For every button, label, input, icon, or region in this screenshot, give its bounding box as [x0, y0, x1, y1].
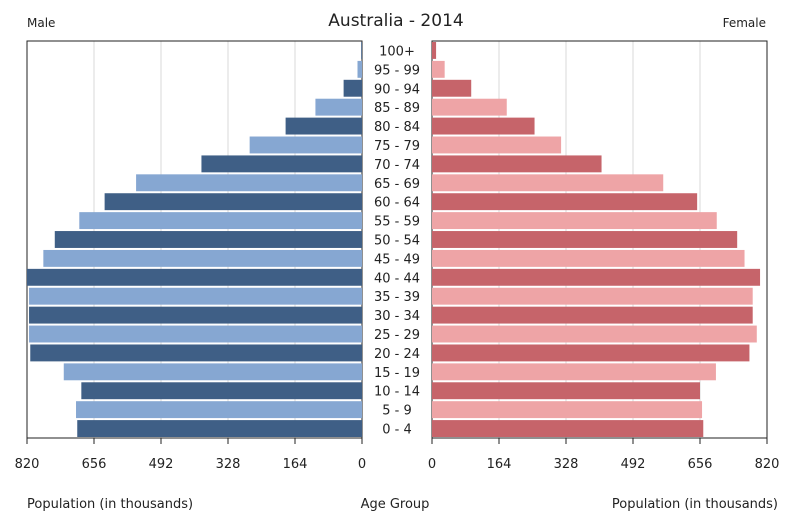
male-bar-7 — [29, 287, 362, 305]
age-group-label-6: 30 - 34 — [374, 309, 420, 324]
male-bar-0 — [77, 420, 362, 437]
male-bar-17 — [315, 98, 362, 116]
female-bar-18 — [432, 79, 472, 97]
age-group-label-15: 75 - 79 — [374, 139, 420, 154]
age-group-label-19: 95 - 99 — [374, 63, 420, 78]
male-bar-9 — [43, 249, 363, 267]
age-group-label-3: 15 - 19 — [374, 366, 420, 381]
x-axis-label-right: Population (in thousands) — [612, 497, 778, 512]
age-group-label-1: 5 - 9 — [382, 404, 412, 419]
age-group-label-18: 90 - 94 — [374, 82, 420, 97]
female-bar-15 — [432, 136, 562, 154]
age-group-labels: 0 - 4 5 - 9 10 - 14 15 - 19 20 - 24 25 - 29 30… — [374, 44, 420, 437]
right-axis-ticks: 0 164 328 492 656 820 — [428, 438, 780, 472]
age-group-label-12: 60 - 64 — [374, 196, 420, 211]
age-group-label-2: 10 - 14 — [374, 385, 420, 400]
female-bar-11 — [432, 212, 717, 230]
age-group-label-16: 80 - 84 — [374, 120, 420, 135]
female-bar-9 — [432, 249, 745, 267]
female-bar-0 — [432, 420, 704, 437]
female-bars — [432, 42, 761, 437]
female-bar-6 — [432, 306, 753, 324]
female-label: Female — [723, 16, 766, 30]
female-bar-1 — [432, 401, 703, 419]
tick-label-left-164: 164 — [283, 457, 308, 472]
age-group-label-11: 55 - 59 — [374, 215, 420, 230]
male-bar-12 — [104, 193, 362, 211]
tick-label-right-492: 492 — [621, 457, 646, 472]
age-group-label-8: 40 - 44 — [374, 271, 420, 286]
age-group-label-5: 25 - 29 — [374, 328, 420, 343]
male-bar-4 — [30, 344, 363, 362]
age-group-label-14: 70 - 74 — [374, 158, 420, 173]
male-bar-19 — [357, 60, 362, 78]
male-bar-15 — [249, 136, 362, 154]
male-bar-8 — [27, 268, 362, 286]
male-bar-5 — [29, 325, 362, 343]
male-bar-1 — [76, 401, 363, 419]
female-bar-10 — [432, 231, 738, 248]
tick-label-right-820: 820 — [755, 457, 780, 472]
left-axis-ticks: 0 164 328 492 656 820 — [15, 438, 366, 472]
male-bars — [27, 42, 363, 437]
age-group-label-13: 65 - 69 — [374, 177, 420, 192]
male-bar-20 — [361, 42, 362, 59]
center-axis-label: Age Group — [361, 497, 430, 512]
female-bar-4 — [432, 344, 750, 362]
tick-label-right-656: 656 — [688, 457, 713, 472]
male-bar-14 — [201, 155, 362, 173]
female-bar-8 — [432, 268, 761, 286]
male-bar-3 — [63, 363, 363, 381]
female-bar-12 — [432, 193, 698, 211]
male-bar-10 — [54, 231, 362, 248]
tick-label-left-0: 0 — [358, 457, 366, 472]
tick-label-left-656: 656 — [82, 457, 107, 472]
female-bar-16 — [432, 117, 535, 135]
chart-title: Australia - 2014 — [328, 11, 463, 31]
age-group-label-7: 35 - 39 — [374, 290, 420, 305]
male-bar-6 — [29, 306, 362, 324]
age-group-label-17: 85 - 89 — [374, 101, 420, 116]
male-bar-13 — [136, 174, 362, 192]
age-group-label-10: 50 - 54 — [374, 234, 420, 249]
male-bar-16 — [285, 117, 362, 135]
age-group-label-9: 45 - 49 — [374, 252, 420, 267]
tick-label-right-328: 328 — [554, 457, 579, 472]
male-bar-11 — [79, 212, 362, 230]
male-label: Male — [27, 16, 55, 30]
tick-label-right-164: 164 — [487, 457, 512, 472]
male-bar-18 — [343, 79, 362, 97]
female-bar-3 — [432, 363, 716, 381]
female-bar-20 — [432, 42, 437, 59]
male-bar-2 — [81, 382, 363, 400]
age-group-label-0: 0 - 4 — [382, 423, 412, 438]
female-bar-7 — [432, 287, 753, 305]
tick-label-left-820: 820 — [15, 457, 40, 472]
female-bar-13 — [432, 174, 664, 192]
age-group-label-4: 20 - 24 — [374, 347, 420, 362]
tick-label-left-492: 492 — [149, 457, 174, 472]
female-bar-14 — [432, 155, 602, 173]
tick-label-right-0: 0 — [428, 457, 436, 472]
x-axis-label-left: Population (in thousands) — [27, 497, 193, 512]
female-bar-17 — [432, 98, 507, 116]
female-bar-19 — [432, 60, 445, 78]
female-bar-2 — [432, 382, 700, 400]
age-group-label-20: 100+ — [379, 44, 415, 59]
female-bar-5 — [432, 325, 757, 343]
tick-label-left-328: 328 — [216, 457, 241, 472]
